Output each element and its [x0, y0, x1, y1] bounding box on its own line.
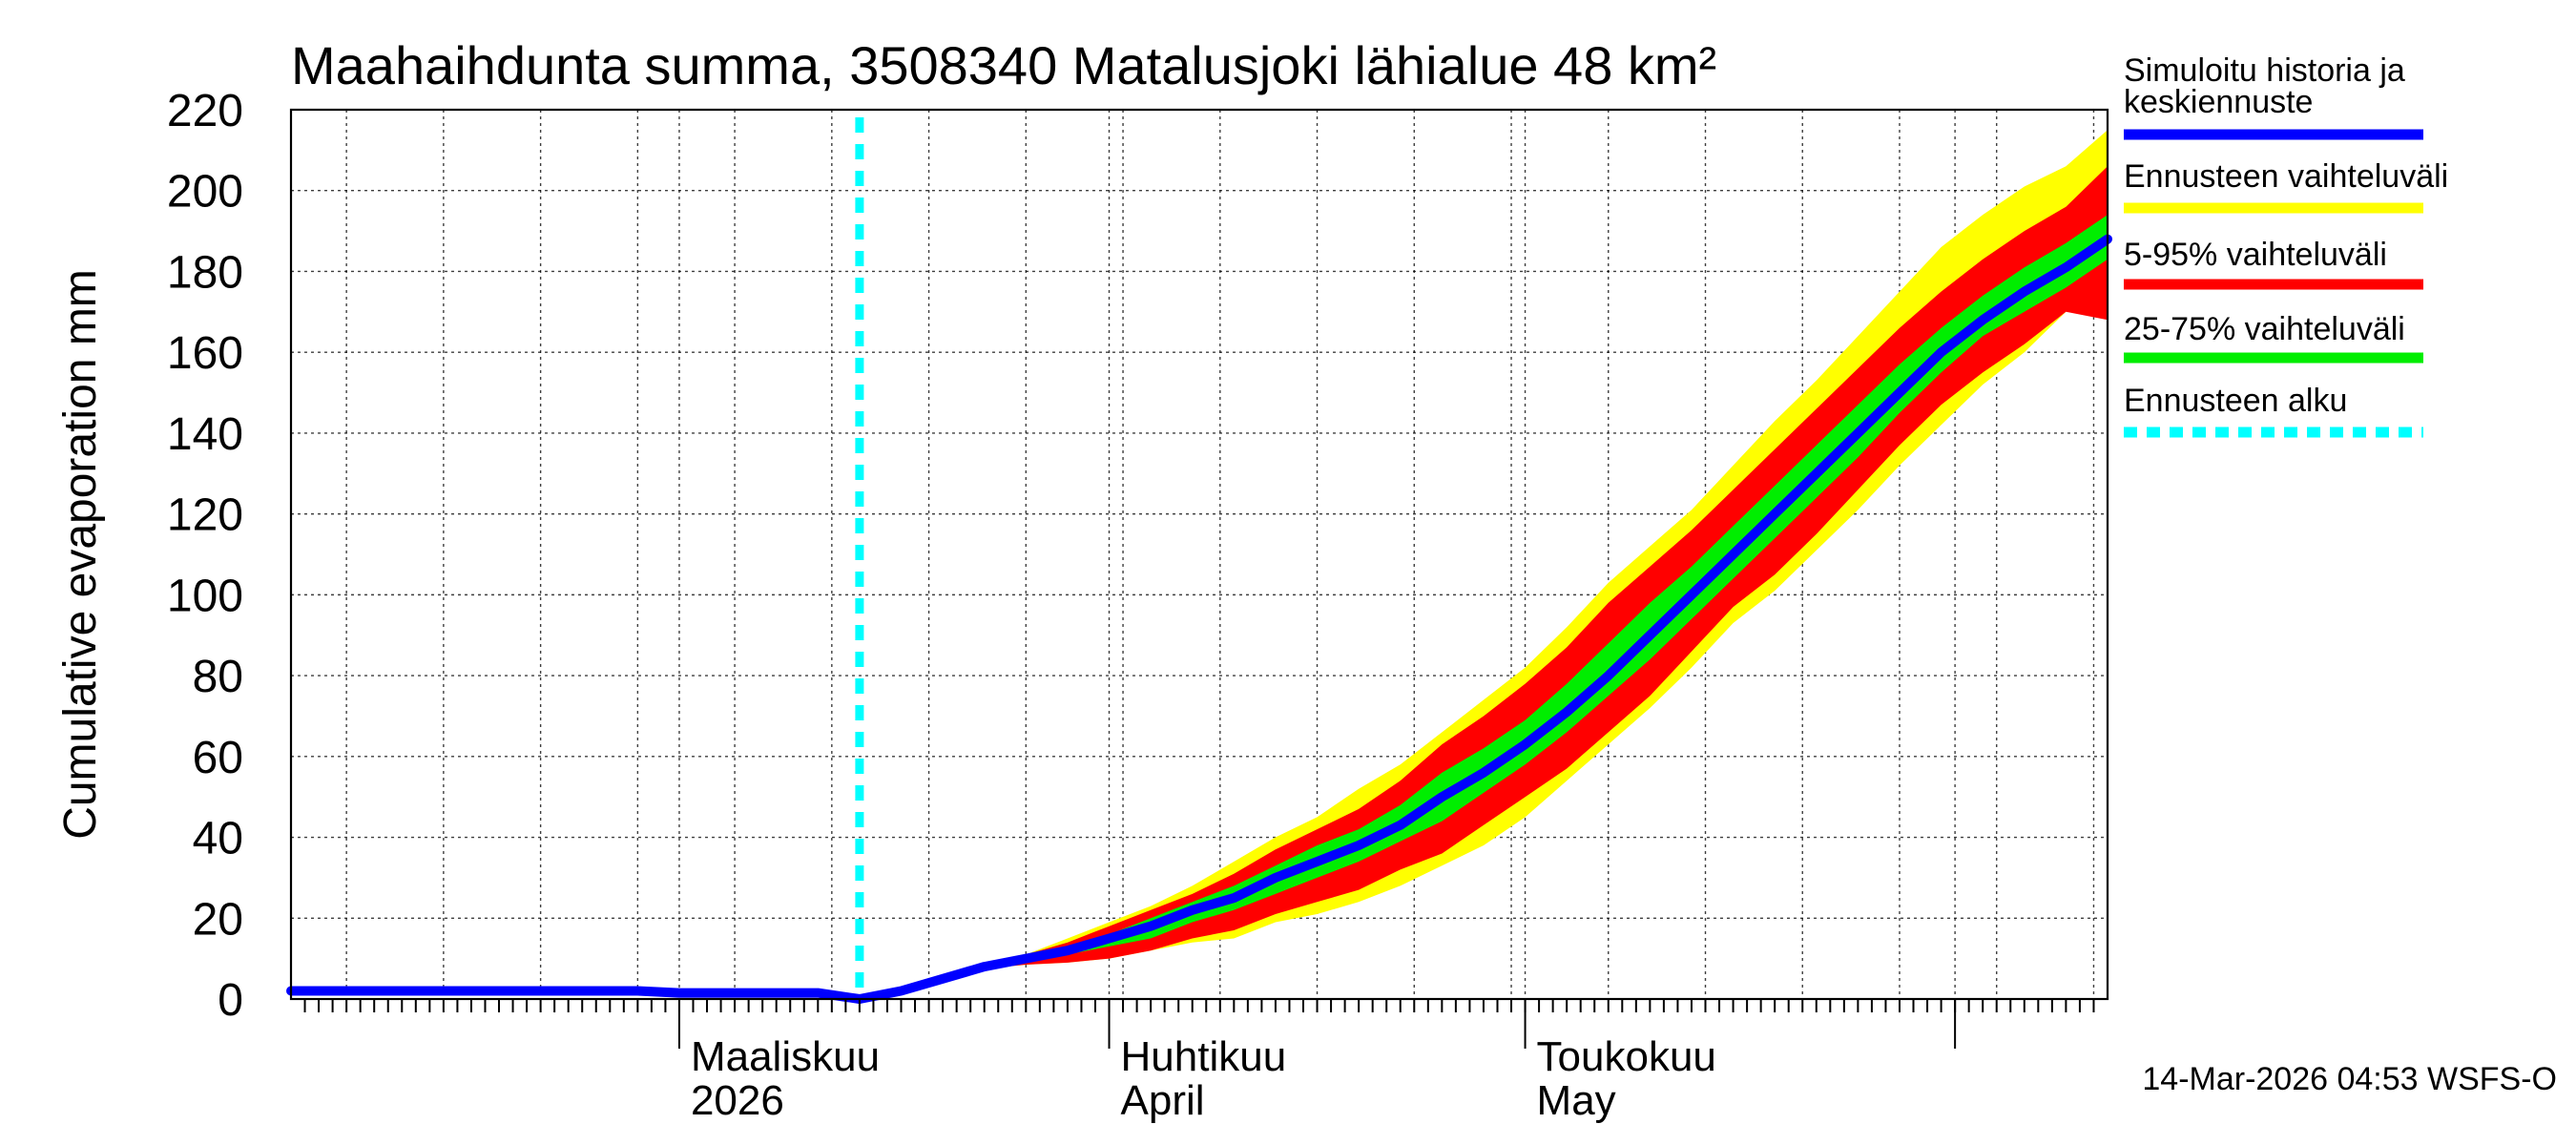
line-layer [286, 117, 2112, 1004]
y-tick-label: 160 [167, 328, 243, 379]
chart-title: Maahaihdunta summa, 3508340 Matalusjoki … [291, 35, 1716, 95]
x-month-label: Toukokuu [1537, 1033, 1716, 1080]
plot-frame [289, 108, 2109, 1001]
y-tick-label: 180 [167, 247, 243, 298]
history-line [286, 986, 864, 1004]
median-forecast-line [854, 234, 2112, 1004]
grid-layer [291, 110, 2108, 999]
axis-layer: 0 20 40 60 80 100 120 140 160 180 200 220 Maaliskuu2… [167, 86, 2095, 1124]
x-month-label: Huhtikuu [1121, 1033, 1287, 1080]
x-month-label: Maaliskuu [691, 1033, 880, 1080]
legend-label: Ennusteen vaihteluväli [2124, 158, 2448, 195]
legend-label: Ennusteen alku [2124, 383, 2347, 419]
y-tick-label: 120 [167, 490, 243, 541]
timestamp-footer: 14-Mar-2026 04:53 WSFS-O [2142, 1061, 2557, 1097]
legend-label: Simuloitu historia ja [2124, 52, 2405, 89]
y-tick-label: 40 [193, 814, 243, 864]
y-tick-label: 200 [167, 167, 243, 218]
legend-label: 5-95% vaihteluväli [2124, 237, 2387, 273]
legend-label-line2: keskiennuste [2124, 84, 2313, 120]
y-axis-label: Cumulative evaporation mm [55, 269, 106, 840]
band-layer [859, 130, 2108, 1000]
y-tick-label: 0 [218, 975, 243, 1026]
y-tick-label: 80 [193, 652, 243, 702]
x-month-sublabel: 2026 [691, 1077, 784, 1124]
y-tick-label: 220 [167, 86, 243, 136]
forecast-range-band [859, 130, 2108, 999]
legend-label: 25-75% vaihteluväli [2124, 311, 2405, 347]
x-month-sublabel: April [1121, 1077, 1205, 1124]
y-tick-label: 20 [193, 894, 243, 945]
y-tick-label: 100 [167, 571, 243, 621]
x-month-sublabel: May [1537, 1077, 1616, 1124]
y-tick-label: 140 [167, 409, 243, 460]
y-tick-label: 60 [193, 733, 243, 783]
